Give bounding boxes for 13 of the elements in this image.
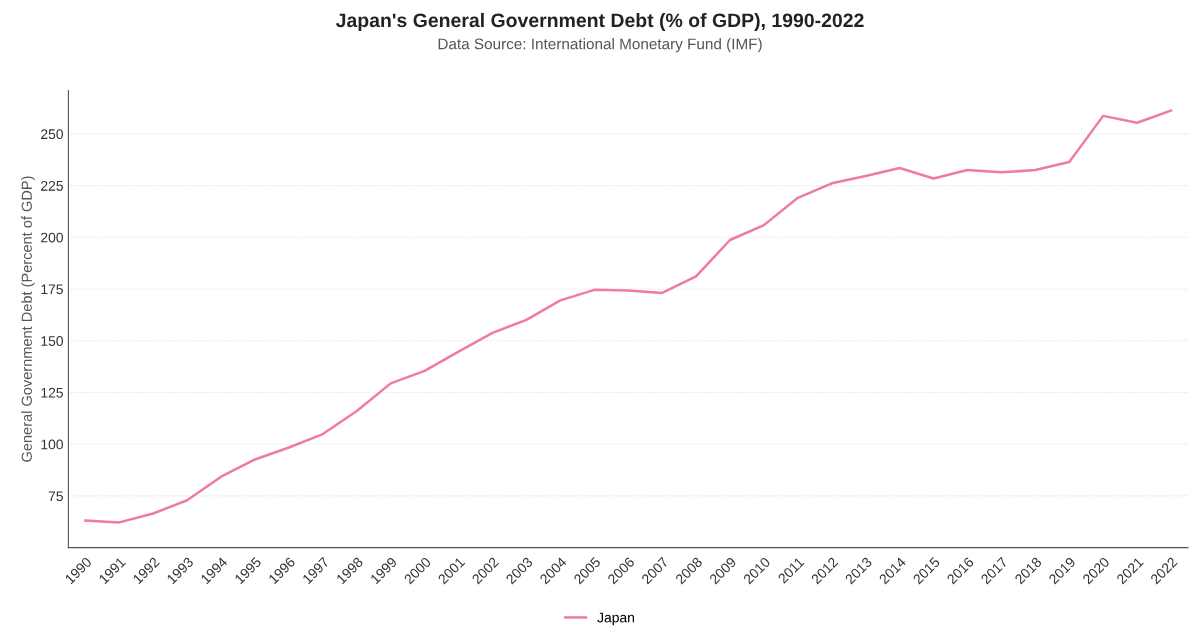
y-tick-label: 175 bbox=[41, 284, 63, 295]
y-tick-label: 75 bbox=[48, 491, 63, 502]
line-series bbox=[84, 109, 1173, 524]
chart-subtitle: Data Source: International Monetary Fund (IMF) bbox=[438, 38, 762, 53]
y-tick-label: 100 bbox=[41, 439, 63, 450]
y-tick-label: 200 bbox=[41, 232, 63, 243]
y-tick-label: 250 bbox=[41, 129, 63, 140]
chart-title: Japan's General Government Debt (% of GDP), 1990-2022 bbox=[335, 12, 864, 32]
y-tick-label: 225 bbox=[41, 180, 63, 191]
y-tick-label: 125 bbox=[41, 387, 63, 398]
legend-label: Japan bbox=[597, 612, 634, 626]
y-axis-title: General Government Debt (Percent of GDP) bbox=[21, 176, 35, 462]
y-tick-label: 150 bbox=[41, 336, 63, 346]
